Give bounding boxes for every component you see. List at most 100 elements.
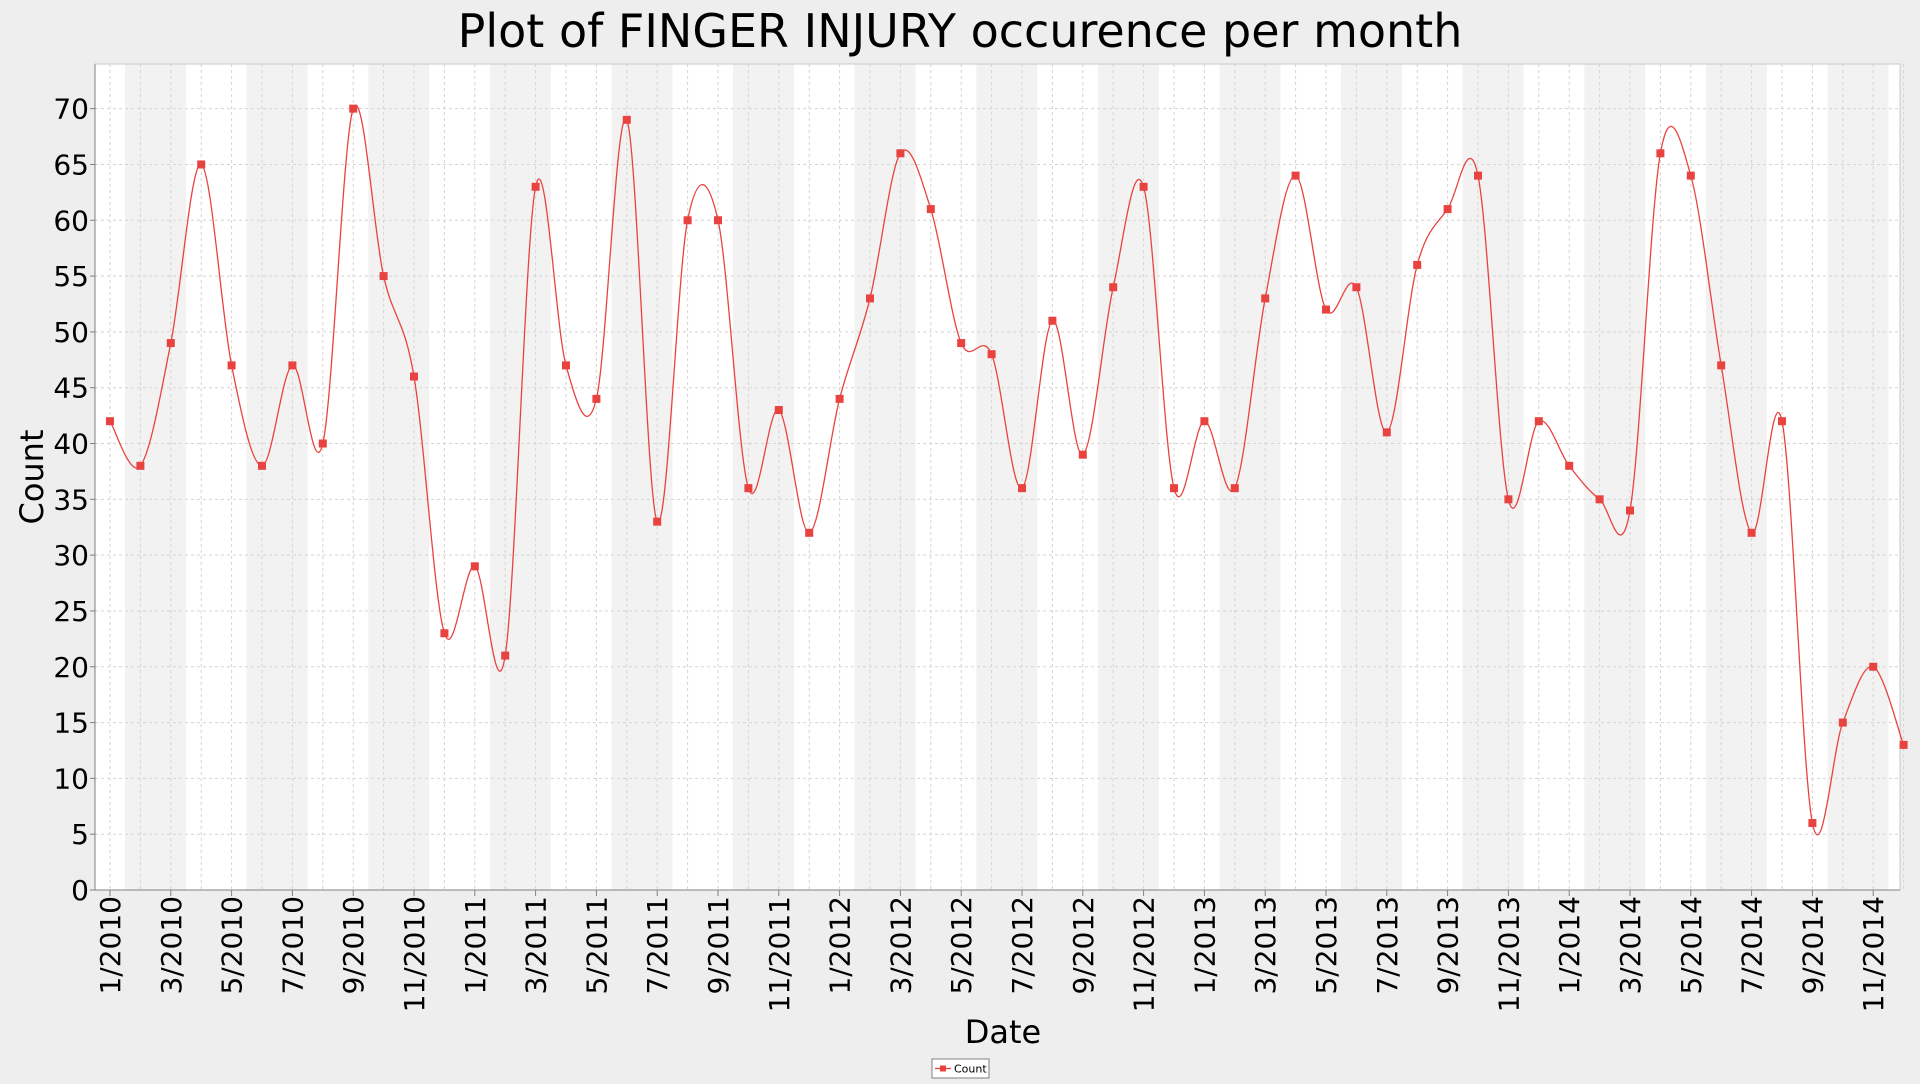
- plot-stripe: [1888, 64, 1900, 890]
- data-point-marker: [805, 528, 814, 537]
- y-tick-label: 30: [53, 539, 89, 572]
- data-point-marker: [1778, 417, 1786, 426]
- plot-stripe: [186, 64, 247, 890]
- y-tick-label: 20: [53, 651, 89, 684]
- plot-stripe: [1341, 64, 1402, 890]
- x-tick-label: 3/2010: [155, 896, 188, 995]
- plot-stripe: [1645, 64, 1706, 890]
- data-point-marker: [1656, 149, 1665, 158]
- data-point-marker: [318, 439, 327, 448]
- plot-stripe: [1827, 64, 1889, 890]
- x-tick-label: 1/2014: [1553, 896, 1586, 995]
- data-point-marker: [592, 394, 601, 403]
- data-point-marker: [774, 406, 783, 415]
- x-tick-label: 1/2012: [824, 896, 857, 995]
- plot-stripe: [490, 64, 551, 890]
- y-tick-label: 25: [53, 595, 89, 628]
- y-axis-label: Count: [13, 429, 51, 524]
- data-point-marker: [349, 104, 358, 113]
- x-tick-label: 5/2014: [1675, 896, 1708, 995]
- y-tick-label: 40: [53, 428, 89, 461]
- data-point-marker: [379, 272, 388, 281]
- axes: [94, 64, 1900, 891]
- x-tick-label: 9/2010: [337, 896, 370, 995]
- y-tick-label: 55: [53, 260, 89, 293]
- x-tick-label: 7/2012: [1006, 896, 1039, 995]
- x-tick-label: 9/2011: [702, 896, 735, 995]
- data-point-marker: [653, 517, 662, 526]
- x-tick-label: 3/2012: [884, 896, 917, 995]
- data-point-marker: [1595, 495, 1604, 504]
- x-tick-label: 1/2011: [459, 896, 492, 995]
- data-point-marker: [1230, 484, 1239, 493]
- y-tick-label: 70: [53, 93, 89, 126]
- x-axis-label: Date: [965, 1013, 1041, 1051]
- y-tick-label: 15: [53, 707, 89, 740]
- data-point-marker: [1352, 283, 1361, 292]
- data-point-marker: [866, 294, 874, 303]
- data-point-marker: [1261, 294, 1270, 303]
- data-point-marker: [1838, 718, 1847, 727]
- x-tick-label: 5/2010: [216, 896, 249, 995]
- plot-stripe: [1098, 64, 1159, 890]
- data-point-marker: [562, 361, 570, 370]
- x-tick-label: 9/2013: [1432, 896, 1465, 995]
- plot-stripe: [611, 64, 673, 890]
- x-tick-label: 9/2012: [1067, 896, 1100, 995]
- plot-stripe: [733, 64, 794, 890]
- data-point-marker: [1322, 305, 1330, 314]
- data-point-marker: [501, 651, 510, 660]
- x-tick-label: 11/2011: [763, 896, 796, 1012]
- plot-stripe: [915, 64, 977, 890]
- data-point-marker: [440, 629, 449, 638]
- data-point-marker: [744, 484, 753, 493]
- plot-stripe: [1523, 64, 1585, 890]
- data-point-marker: [410, 372, 418, 381]
- data-point-marker: [166, 339, 175, 348]
- data-point-marker: [683, 216, 692, 225]
- y-tick-label: 0: [71, 874, 89, 907]
- plot-stripe: [550, 64, 612, 890]
- x-tick-label: 11/2012: [1128, 896, 1161, 1012]
- y-tick-label: 45: [53, 372, 89, 405]
- x-tick-label: 5/2013: [1310, 896, 1343, 995]
- plot-stripe: [1706, 64, 1767, 890]
- x-tick-label: 3/2011: [520, 896, 553, 995]
- x-tick-label: 3/2013: [1249, 896, 1282, 995]
- y-tick-label: 65: [53, 148, 89, 181]
- data-point-marker: [1534, 417, 1543, 426]
- legend[interactable]: Count: [931, 1058, 990, 1079]
- plot-stripe: [246, 64, 308, 890]
- legend-label: Count: [954, 1063, 987, 1076]
- data-point-marker: [227, 361, 236, 370]
- plot-stripe: [1766, 64, 1828, 890]
- x-tick-label: 7/2013: [1371, 896, 1404, 995]
- plot-stripe: [1219, 64, 1281, 890]
- data-point-marker: [622, 115, 631, 124]
- plot-stripe: [1158, 64, 1220, 890]
- data-point-marker: [1291, 171, 1300, 180]
- data-point-marker: [987, 350, 996, 359]
- data-point-marker: [1413, 260, 1422, 269]
- x-tick-label: 5/2011: [580, 896, 613, 995]
- data-point-marker: [1078, 450, 1087, 459]
- data-point-marker: [926, 205, 935, 214]
- data-point-marker: [1139, 182, 1148, 191]
- plot-stripe: [368, 64, 430, 890]
- plot-stripe: [854, 64, 916, 890]
- x-tick-label: 11/2010: [398, 896, 431, 1012]
- series-line-count: [109, 104, 1905, 836]
- y-axis-ticks: 0 5 10 15 20 25 30 35 40 45 50 55 60 65 70: [53, 93, 95, 907]
- data-point-marker: [1869, 662, 1878, 671]
- x-tick-label: 1/2013: [1188, 896, 1221, 995]
- data-point-marker: [1170, 484, 1178, 493]
- data-point-marker: [1018, 484, 1026, 493]
- data-point-marker: [957, 339, 966, 348]
- data-point-marker: [197, 160, 206, 169]
- y-tick-label: 60: [53, 204, 89, 237]
- x-tick-label: 11/2014: [1857, 896, 1890, 1012]
- plot-stripe: [429, 64, 490, 890]
- data-point-marker: [531, 182, 540, 191]
